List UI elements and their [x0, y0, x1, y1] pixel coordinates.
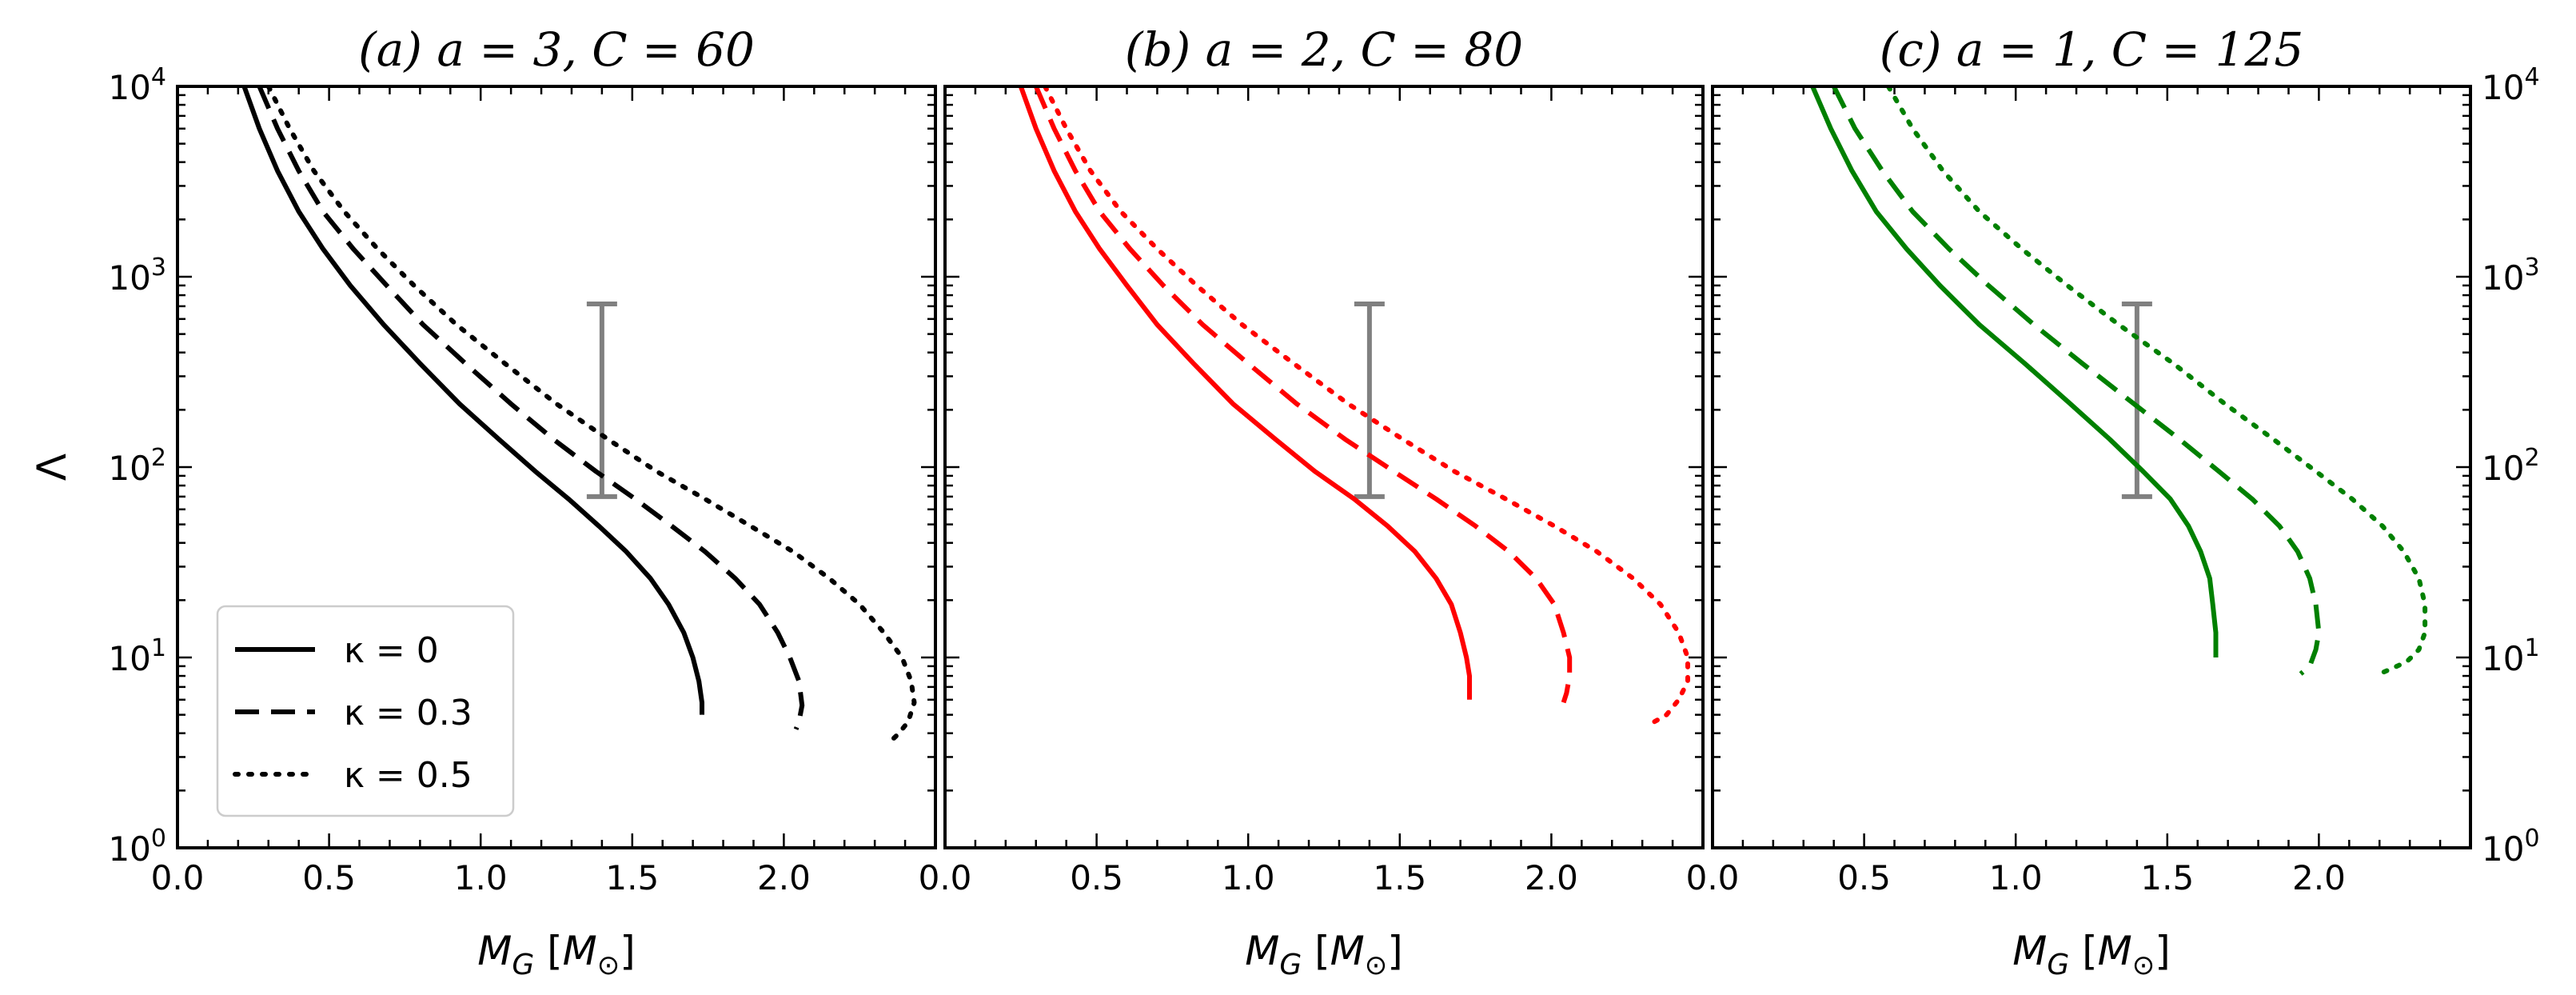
y-tick-label: 100	[2482, 825, 2540, 869]
series-line-dashed	[257, 86, 805, 730]
series-line-dashed	[1832, 86, 2322, 676]
x-tick-label: 1.0	[1222, 858, 1275, 897]
x-tick-label: 0.5	[1070, 858, 1123, 897]
legend: κ = 0 κ = 0.3 κ = 0.5	[216, 605, 515, 817]
series-line-dotted	[1885, 86, 2428, 677]
chart-panel-2: (b) a = 2, C = 80 0.0 0.5 1.0 1.5 2.0 MG [M⊙]	[919, 22, 1705, 981]
y-tick-label: 101	[108, 634, 166, 678]
y-tick-label: 104	[2482, 63, 2540, 107]
y-tick-label: 102	[2482, 444, 2540, 488]
legend-label: κ = 0.5	[344, 755, 473, 796]
x-tick-label: 0.0	[151, 858, 205, 897]
x-tick-label: 1.5	[2140, 858, 2194, 897]
panel-title: (b) a = 2, C = 80	[1125, 22, 1523, 77]
x-tick-label: 0.5	[1837, 858, 1891, 897]
x-tick-label: 1.0	[1989, 858, 2043, 897]
y-tick-label: 103	[108, 254, 166, 298]
x-tick-label: 0.0	[919, 858, 972, 897]
y-tick-label: 101	[2482, 634, 2540, 678]
series-line-dotted	[265, 86, 917, 745]
y-tick-label: 102	[108, 444, 166, 488]
y-tick-label: 100	[108, 825, 166, 869]
axes-frame	[176, 85, 937, 849]
x-axis-label: MG [M⊙]	[1245, 928, 1403, 981]
plot-area	[1810, 86, 2428, 677]
series-line-solid	[1810, 86, 2219, 657]
x-tick-label: 1.5	[1373, 858, 1426, 897]
x-tick-label: 1.0	[454, 858, 508, 897]
chart-panel-3: (c) a = 1, C = 125 0.0 0.5 1.0 1.5 2.0 100 101 1…	[1686, 22, 2540, 981]
series-line-solid	[1018, 86, 1472, 700]
x-tick-label: 2.0	[1525, 858, 1578, 897]
series-line-solid	[241, 86, 704, 715]
series-line-dashed	[1034, 86, 1573, 704]
panel-title: (a) a = 3, C = 60	[358, 22, 755, 77]
plot-area	[1018, 86, 1690, 726]
x-axis-label: MG [M⊙]	[2012, 928, 2171, 981]
y-tick-label: 103	[2482, 254, 2540, 298]
x-axis-label: MG [M⊙]	[477, 928, 636, 981]
x-tick-label: 2.0	[757, 858, 811, 897]
panels: (a) a = 3, C = 60 0.0 0.5 1.0 1.5 2.0 100 101 10…	[29, 22, 2540, 981]
chart-panel-1: (a) a = 3, C = 60 0.0 0.5 1.0 1.5 2.0 100 101 10…	[29, 22, 937, 981]
series-line-dotted	[1043, 86, 1690, 726]
legend-label: κ = 0	[344, 630, 439, 671]
legend-box	[216, 605, 515, 817]
axes-frame	[943, 85, 1705, 849]
axes-frame	[1711, 85, 2472, 849]
x-tick-label: 0.0	[1686, 858, 1740, 897]
x-tick-label: 2.0	[2292, 858, 2346, 897]
plot-area	[241, 86, 917, 745]
y-tick-label: 104	[108, 63, 166, 107]
x-tick-label: 0.5	[302, 858, 356, 897]
panel-title: (c) a = 1, C = 125	[1880, 22, 2304, 77]
legend-label: κ = 0.3	[344, 693, 473, 733]
y-axis-label: Λ	[29, 454, 75, 481]
x-tick-label: 1.5	[605, 858, 659, 897]
